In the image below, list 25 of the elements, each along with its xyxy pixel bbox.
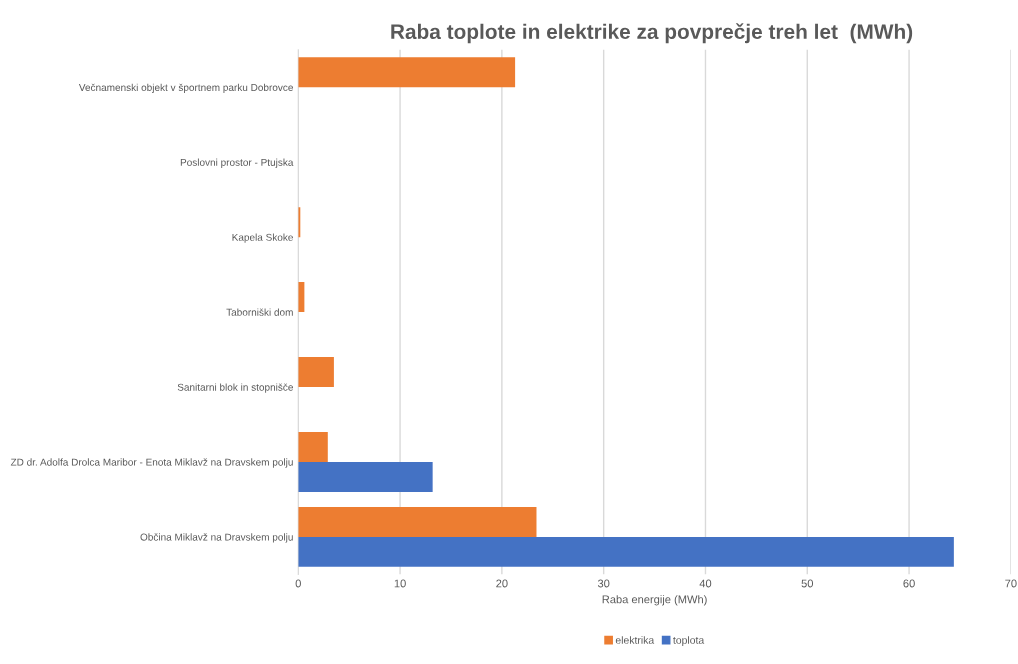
- x-tick-label: 70: [1005, 579, 1017, 588]
- x-tick-label: 10: [394, 579, 406, 588]
- x-tick-label: 30: [597, 579, 610, 588]
- y-tick-label: Poslovni prostor - Ptujska: [180, 158, 294, 168]
- legend-label: elektrika: [615, 636, 655, 644]
- x-axis-title: Raba energije (MWh): [602, 595, 707, 606]
- x-tick-label: 50: [801, 579, 814, 588]
- chart-title: Raba toplote in elektrike za povprečje treh let (MWh): [391, 23, 913, 44]
- x-tick-label: 40: [699, 579, 712, 588]
- legend-label: toplota: [673, 636, 705, 646]
- bar: [298, 357, 334, 388]
- bar: [298, 506, 537, 537]
- x-tick-label: 20: [496, 579, 508, 588]
- y-tick-label: Večnamenski objekt v športnem parku Dobrovce: [78, 83, 293, 93]
- y-tick-label: Občina Miklavž na Dravskem polju: [140, 533, 293, 543]
- bar: [298, 57, 516, 88]
- bar: [298, 431, 328, 462]
- bar: [298, 461, 433, 492]
- y-tick-label: Sanitarni blok in stopnišče: [177, 383, 293, 393]
- y-tick-label: Taborniški dom: [226, 308, 293, 316]
- x-tick-label: 0: [295, 579, 301, 588]
- x-tick-label: 60: [903, 579, 915, 588]
- y-tick-label: ZD dr. Adolfa Drolca Maribor - Enota Miklavž na Dravskem polju: [10, 458, 293, 468]
- y-tick-label: Kapela Skoke: [232, 233, 293, 243]
- bar: [298, 536, 954, 567]
